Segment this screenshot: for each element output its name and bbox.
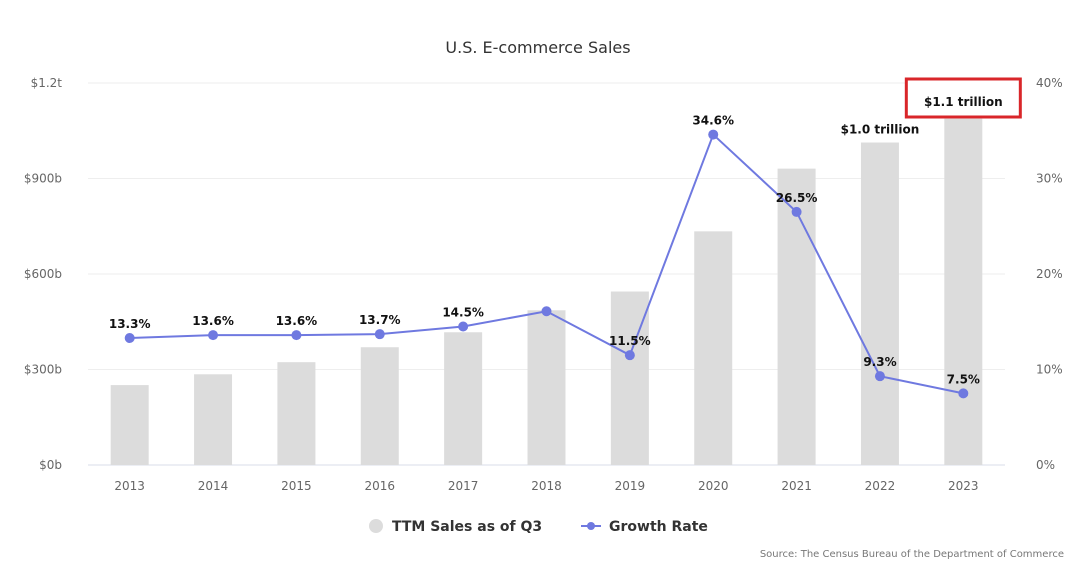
legend-line-label[interactable]: Growth Rate bbox=[609, 519, 708, 535]
bar-2023[interactable] bbox=[944, 118, 983, 466]
growth-data-label: 14.5% bbox=[442, 306, 484, 320]
growth-point-2021[interactable] bbox=[791, 206, 802, 217]
growth-point-2018[interactable] bbox=[541, 306, 552, 317]
bar-2014[interactable] bbox=[194, 374, 233, 465]
legend[interactable]: TTM Sales as of Q3 Growth Rate bbox=[369, 519, 708, 535]
source-note: Source: The Census Bureau of the Departm… bbox=[760, 549, 1064, 560]
bar-2021[interactable] bbox=[777, 168, 816, 466]
x-tick-label: 2014 bbox=[198, 479, 229, 493]
x-tick-label: 2022 bbox=[865, 479, 896, 493]
growth-data-label: 26.5% bbox=[776, 191, 818, 205]
growth-line: 13.3% 13.6% 13.6% 13.7% 14.5% 11.5% 34.6% 26.5%… bbox=[109, 114, 980, 399]
bar-2017[interactable] bbox=[444, 332, 483, 465]
bar-annotation: $1.0 trillion bbox=[841, 123, 920, 137]
legend-bar-swatch bbox=[369, 519, 383, 533]
left-tick-label: $1.2t bbox=[31, 76, 63, 90]
left-tick-label: $0b bbox=[39, 458, 62, 472]
growth-data-label: 13.6% bbox=[192, 314, 234, 328]
growth-data-label: 11.5% bbox=[609, 334, 651, 348]
x-tick-label: 2016 bbox=[364, 479, 395, 493]
growth-point-2019[interactable] bbox=[624, 350, 635, 361]
bar-2022[interactable] bbox=[860, 142, 899, 466]
growth-data-label: 13.6% bbox=[276, 314, 318, 328]
left-tick-label: $600b bbox=[24, 267, 62, 281]
right-tick-label: 10% bbox=[1036, 363, 1063, 377]
right-tick-label: 30% bbox=[1036, 172, 1063, 186]
x-axis: 2013 2014 2015 2016 2017 2018 2019 2020 2021 2022… bbox=[114, 479, 978, 493]
x-tick-label: 2021 bbox=[781, 479, 812, 493]
right-tick-label: 40% bbox=[1036, 76, 1063, 90]
left-axis: $0b $300b $600b $900b $1.2t bbox=[24, 76, 62, 472]
growth-data-label: 13.7% bbox=[359, 313, 401, 327]
left-tick-label: $300b bbox=[24, 363, 62, 377]
bar-2020[interactable] bbox=[694, 231, 733, 465]
growth-point-2020[interactable] bbox=[708, 129, 719, 140]
x-tick-label: 2018 bbox=[531, 479, 562, 493]
annotations: $1.0 trillion $1.1 trillion bbox=[841, 77, 1022, 137]
right-tick-label: 0% bbox=[1036, 458, 1055, 472]
growth-data-label: 7.5% bbox=[947, 372, 980, 386]
growth-point-2013[interactable] bbox=[124, 332, 135, 343]
growth-point-2022[interactable] bbox=[874, 371, 885, 382]
bar-2015[interactable] bbox=[277, 362, 316, 465]
x-tick-label: 2019 bbox=[615, 479, 646, 493]
bar-2016[interactable] bbox=[360, 347, 399, 465]
legend-line-marker bbox=[587, 522, 595, 530]
growth-data-label: 13.3% bbox=[109, 317, 151, 331]
growth-point-2016[interactable] bbox=[374, 329, 385, 340]
right-axis: 0% 10% 20% 30% 40% bbox=[1036, 76, 1063, 472]
bar-2013[interactable] bbox=[110, 385, 149, 465]
chart-title: U.S. E-commerce Sales bbox=[445, 38, 630, 57]
x-tick-label: 2023 bbox=[948, 479, 979, 493]
x-tick-label: 2013 bbox=[114, 479, 145, 493]
growth-data-label: 9.3% bbox=[863, 355, 896, 369]
growth-data-label: 34.6% bbox=[692, 114, 734, 128]
x-tick-label: 2017 bbox=[448, 479, 479, 493]
growth-point-2015[interactable] bbox=[291, 330, 302, 341]
bar-annotation: $1.1 trillion bbox=[924, 95, 1003, 109]
x-tick-label: 2015 bbox=[281, 479, 312, 493]
growth-point-2023[interactable] bbox=[958, 388, 969, 399]
gridlines bbox=[88, 82, 1005, 466]
highlight-box bbox=[904, 77, 1022, 119]
legend-bar-label[interactable]: TTM Sales as of Q3 bbox=[392, 519, 542, 535]
right-tick-label: 20% bbox=[1036, 267, 1063, 281]
bar-2018[interactable] bbox=[527, 310, 566, 465]
growth-point-2014[interactable] bbox=[208, 330, 219, 341]
growth-point-2017[interactable] bbox=[458, 321, 469, 332]
left-tick-label: $900b bbox=[24, 172, 62, 186]
x-tick-label: 2020 bbox=[698, 479, 729, 493]
bars bbox=[110, 118, 983, 466]
